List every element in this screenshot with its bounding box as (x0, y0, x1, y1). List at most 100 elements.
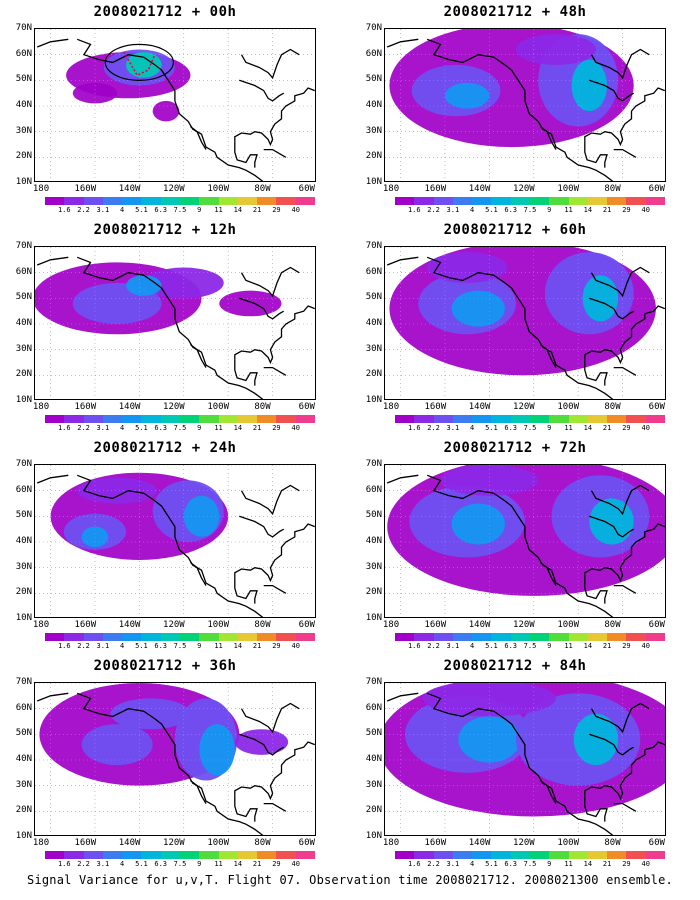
map-svg (35, 683, 315, 835)
coastline (234, 305, 315, 365)
colorbar-swatch (433, 415, 453, 423)
colorbar-swatch (199, 633, 219, 641)
colorbar-swatch (218, 415, 238, 423)
lat-label: 70N (365, 459, 382, 469)
coastline (240, 484, 300, 516)
colorbar-swatch (64, 197, 84, 205)
lat-label: 30N (365, 343, 382, 354)
colorbar-swatch (452, 415, 473, 423)
colorbar-label: 14 (233, 206, 243, 214)
colorbar-swatch (433, 633, 453, 641)
coastline (386, 256, 419, 266)
colorbar-swatch (587, 415, 608, 423)
map-svg (385, 247, 665, 399)
lon-label: 120W (163, 402, 185, 412)
lat-label: 50N (365, 292, 382, 303)
colorbar-swatch (160, 197, 180, 205)
coastline (240, 48, 300, 80)
coastline (36, 38, 69, 48)
colorbar-swatch (433, 197, 453, 205)
variance-contour (234, 729, 289, 755)
colorbar-label: 11 (214, 642, 223, 650)
map-svg (385, 683, 665, 835)
variance-contour (427, 252, 508, 283)
colorbar-label: 7.5 (173, 424, 187, 432)
lat-label: 20N (365, 151, 382, 162)
lat-label: 60N (365, 48, 382, 59)
lon-label: 180 (382, 402, 400, 412)
panel-title: 2008021712 + 00h (93, 4, 237, 20)
colorbar-label: 2.2 (427, 642, 440, 650)
colorbar-swatch (433, 851, 453, 859)
colorbar-label: 6.3 (504, 424, 518, 432)
map-panel: 2008021712 + 84h 70N 60N 50N 40N 30N 20N 10N 180… (350, 658, 680, 876)
colorbar-swatch (83, 415, 103, 423)
colorbar-swatch (491, 633, 511, 641)
lat-label: 40N (365, 100, 382, 110)
lon-label: 140W (468, 402, 491, 412)
colorbar-swatch (510, 197, 530, 205)
lon-label: 140W (468, 620, 491, 630)
lat-label: 60N (365, 266, 382, 277)
colorbar-label: 7.5 (173, 860, 187, 868)
map-panel: 2008021712 + 36h 70N 60N 50N 40N 30N 20N 10N 180… (0, 658, 330, 876)
colorbar-label: 40 (641, 642, 650, 650)
colorbar-label: 40 (641, 206, 650, 214)
coastline (590, 48, 650, 80)
colorbar-label: 9 (197, 206, 202, 214)
coastline (239, 515, 285, 538)
colorbar-swatch (549, 415, 569, 423)
panel-title: 2008021712 + 24h (93, 440, 237, 456)
colorbar-label: 4 (470, 206, 475, 214)
colorbar-swatch (587, 197, 608, 205)
coastline (584, 741, 665, 801)
lon-label: 80W (604, 402, 621, 412)
variance-contour (444, 82, 490, 109)
lat-label: 10N (15, 395, 32, 405)
lon-label: 100W (557, 184, 580, 194)
colorbar (395, 197, 665, 205)
map-panel: 2008021712 + 00h 70N 60N 50N 40N 30N 20N 10N 180… (0, 4, 330, 222)
colorbar-swatch (414, 851, 434, 859)
colorbar-swatch (472, 851, 492, 859)
colorbar (395, 633, 665, 641)
variance-contour (573, 713, 619, 766)
colorbar (395, 415, 665, 423)
colorbar-label: 2.2 (77, 860, 90, 868)
coastline (584, 577, 608, 604)
colorbar-label: 2.2 (427, 860, 440, 868)
colorbar-label: 4 (470, 424, 475, 432)
colorbar-swatch (452, 633, 473, 641)
lon-label: 180 (382, 184, 400, 194)
colorbar-label: 14 (583, 206, 593, 214)
variance-map (384, 682, 666, 836)
lat-label: 40N (15, 100, 32, 110)
colorbar-swatch (160, 851, 180, 859)
lat-label: 30N (15, 561, 32, 572)
panel-title: 2008021712 + 36h (93, 658, 237, 674)
colorbar-label: 29 (272, 860, 281, 868)
colorbar-swatch (102, 851, 123, 859)
colorbar-label: 2.2 (77, 206, 90, 214)
colorbar-swatch (122, 851, 142, 859)
lon-label: 60W (298, 184, 315, 194)
panel-title: 2008021712 + 60h (443, 222, 587, 238)
colorbar-swatch (414, 415, 434, 423)
colorbar-swatch (102, 197, 123, 205)
lon-label: 100W (557, 838, 580, 848)
colorbar-label: 6.3 (504, 206, 518, 214)
colorbar-label: 5.1 (485, 860, 498, 868)
colorbar-label: 14 (583, 860, 593, 868)
colorbar-label: 14 (583, 642, 593, 650)
colorbar-swatch (45, 633, 65, 641)
colorbar-swatch (45, 851, 65, 859)
colorbar-swatch (295, 851, 315, 859)
coastline (386, 38, 419, 48)
colorbar-label: 40 (291, 642, 300, 650)
colorbar-swatch (257, 197, 277, 205)
lon-label: 180 (32, 184, 50, 194)
colorbar-swatch (529, 415, 550, 423)
coastline (234, 741, 315, 801)
lon-label: 180 (382, 620, 400, 630)
colorbar-swatch (122, 197, 142, 205)
